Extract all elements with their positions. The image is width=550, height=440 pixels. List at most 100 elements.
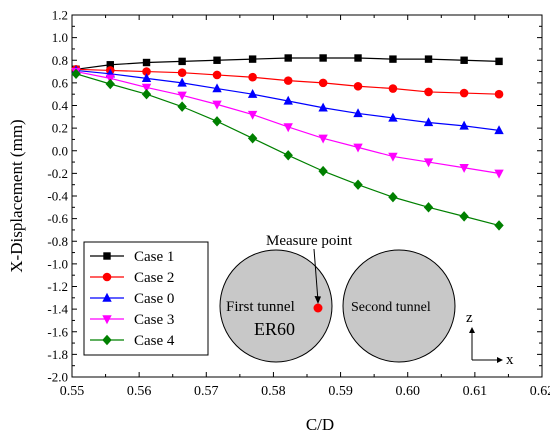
data-point: [141, 73, 152, 83]
data-point: [142, 67, 151, 76]
first-tunnel-circle: [219, 249, 333, 363]
data-point: [178, 57, 186, 66]
y-tick-label: -1.4: [47, 302, 68, 317]
data-point: [494, 125, 504, 135]
y-tick-label: 0.2: [52, 121, 68, 136]
axis-x-arrowhead: [497, 357, 503, 363]
data-point: [494, 220, 504, 231]
legend: Case 1 Case 2 Case 0 Case 3 Case 4: [83, 241, 209, 356]
legend-label: Case 3: [134, 312, 174, 328]
data-point: [388, 84, 398, 93]
measure-point-arrowhead: [314, 296, 321, 304]
first-tunnel-label: First tunnel: [226, 299, 295, 315]
data-point: [318, 134, 328, 144]
measure-point-arrow: [313, 248, 319, 302]
x-tick-label: 0.60: [395, 384, 420, 399]
legend-marker: [102, 315, 112, 325]
legend-marker: [102, 334, 112, 346]
data-point: [177, 91, 187, 101]
data-point: [283, 95, 293, 105]
y-tick-label: 0.6: [52, 75, 69, 90]
data-point: [354, 54, 362, 62]
data-point: [353, 143, 363, 153]
data-point: [424, 55, 433, 63]
data-point: [459, 88, 469, 98]
data-point: [141, 83, 152, 93]
legend-marker: [102, 272, 112, 282]
data-point: [247, 88, 258, 98]
data-point: [318, 78, 328, 88]
data-point: [284, 54, 292, 62]
x-tick-label: 0.59: [328, 384, 353, 399]
data-point: [212, 116, 222, 127]
data-point: [353, 81, 363, 91]
second-tunnel-circle: [342, 249, 456, 363]
legend-label: Case 1: [134, 249, 174, 265]
data-point: [106, 61, 114, 69]
data-point: [389, 55, 397, 63]
y-tick-label: -0.8: [47, 234, 68, 249]
data-point: [177, 77, 187, 87]
x-tick-label: 0.58: [261, 384, 286, 399]
data-point: [388, 112, 398, 122]
data-point: [247, 110, 258, 120]
data-point: [318, 102, 328, 112]
data-point: [459, 211, 469, 222]
data-point: [495, 57, 503, 66]
data-point: [388, 191, 398, 203]
y-tick-label: -0.2: [47, 166, 68, 181]
y-tick-label: -1.0: [47, 256, 68, 271]
x-tick-label: 0.56: [127, 384, 152, 399]
data-point: [177, 68, 187, 77]
x-axis-label: C/D: [306, 415, 334, 434]
data-point: [71, 68, 81, 80]
data-point: [283, 150, 293, 161]
data-point: [424, 87, 433, 97]
y-tick-label: 0.8: [52, 53, 68, 68]
data-point: [319, 54, 327, 62]
y-tick-label: 1.2: [52, 8, 68, 23]
data-point: [141, 88, 152, 100]
axis-z-arrowhead: [469, 327, 475, 333]
data-point: [212, 83, 222, 93]
second-tunnel-label: Second tunnel: [351, 300, 431, 315]
measure-point-label: Measure point: [266, 233, 353, 249]
data-point: [213, 56, 221, 64]
y-tick-label: -1.2: [47, 279, 68, 294]
data-point: [494, 89, 504, 99]
y-tick-label: -1.6: [47, 324, 68, 339]
data-point: [459, 120, 469, 130]
x-tick-label: 0.55: [60, 384, 85, 399]
data-point: [283, 123, 293, 133]
y-tick-label: -1.8: [47, 347, 68, 362]
legend-marker: [102, 292, 112, 302]
legend-marker: [103, 252, 111, 260]
y-tick-label: 0.0: [52, 143, 68, 158]
data-point: [460, 56, 468, 64]
data-point: [142, 58, 151, 67]
data-point: [423, 158, 434, 168]
data-point: [248, 55, 257, 63]
data-point: [388, 152, 398, 162]
y-tick-label: -0.4: [47, 189, 68, 204]
legend-label: Case 4: [134, 333, 175, 349]
y-tick-label: 1.0: [52, 30, 68, 45]
x-tick-label: 0.61: [463, 384, 488, 399]
tunnel-schematic: Measure point First tunnel ER60 Second t…: [219, 233, 514, 368]
data-point: [212, 100, 222, 110]
data-point: [459, 164, 469, 173]
data-point: [283, 76, 293, 85]
y-tick-label: 0.4: [52, 98, 69, 113]
data-point: [248, 72, 257, 82]
series-line-4: [75, 73, 500, 226]
data-point: [494, 169, 504, 179]
data-point: [353, 179, 363, 190]
axis-x-label: x: [506, 352, 514, 368]
data-point: [423, 117, 434, 127]
data-point: [212, 70, 222, 80]
axis-z-label: z: [466, 310, 473, 326]
data-point: [423, 202, 434, 213]
case-label: ER60: [254, 319, 295, 339]
y-tick-label: -2.0: [47, 370, 68, 385]
